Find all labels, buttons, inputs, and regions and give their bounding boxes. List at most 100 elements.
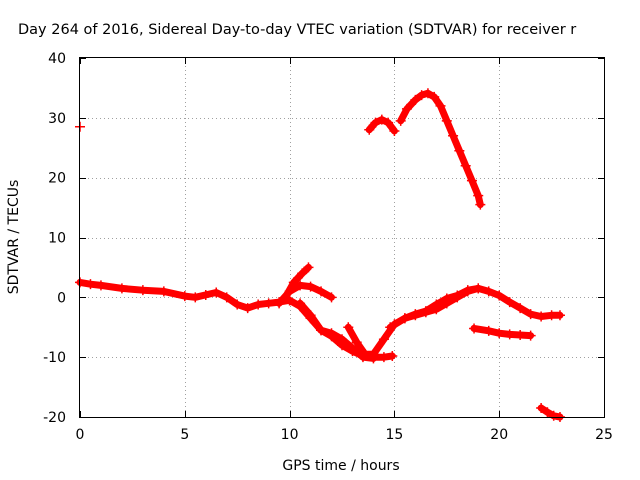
data-point: [385, 322, 396, 333]
data-point: [351, 337, 362, 348]
data-point: [85, 279, 96, 290]
data-point: [253, 299, 264, 310]
data-point: [305, 310, 316, 321]
data-point: [347, 343, 358, 354]
series-tail-22: [536, 403, 565, 422]
data-point: [542, 407, 553, 418]
data-point: [441, 298, 452, 309]
data-point: [460, 160, 471, 171]
data-point: [211, 287, 222, 298]
data-point: [504, 297, 515, 308]
data-point: [274, 298, 285, 309]
data-point: [337, 334, 347, 345]
x-tick-label: 5: [180, 427, 189, 443]
data-point: [360, 349, 371, 360]
data-point: [441, 115, 452, 126]
plot-frame: [79, 57, 605, 418]
x-tick-label: 20: [490, 427, 508, 443]
data-point: [158, 286, 169, 297]
data-point: [448, 130, 459, 141]
data-point: [295, 280, 306, 291]
series-recovery: [343, 283, 565, 360]
series-band: [281, 263, 312, 301]
data-point: [452, 292, 463, 303]
data-point: [504, 329, 515, 340]
data-point: [483, 286, 494, 297]
x-tick-label: 15: [385, 427, 403, 443]
data-point: [462, 286, 473, 297]
data-point: [305, 281, 316, 292]
series-band: [397, 89, 484, 209]
data-point: [378, 334, 389, 345]
data-point: [368, 349, 379, 360]
data-point: [416, 90, 427, 101]
data-point: [475, 199, 486, 210]
data-point: [483, 325, 494, 336]
data-point: [378, 352, 389, 363]
data-point: [364, 124, 375, 135]
data-point: [422, 88, 433, 99]
data-point: [525, 330, 536, 341]
data-point: [116, 283, 127, 294]
x-tick-label: 25: [595, 427, 613, 443]
data-point: [190, 292, 201, 303]
y-tick-label: -10: [43, 350, 66, 366]
data-point: [288, 277, 299, 288]
x-tick-label: 10: [281, 427, 299, 443]
data-point: [435, 100, 446, 111]
data-point: [326, 292, 337, 303]
data-point: [466, 175, 477, 186]
data-point: [284, 295, 295, 306]
data-point: [297, 268, 308, 279]
data-point: [263, 298, 274, 309]
y-tick-label: 30: [48, 111, 66, 127]
y-tick-label: 0: [57, 290, 66, 306]
data-point: [179, 291, 190, 302]
series-dip-20: [469, 323, 536, 341]
data-point: [316, 325, 327, 336]
y-axis-label: SDTVAR / TECUs: [6, 180, 22, 295]
data-point: [429, 91, 440, 102]
data-point: [95, 280, 106, 291]
data-point: [469, 323, 480, 334]
data-point: [515, 303, 526, 314]
data-point: [546, 310, 557, 321]
axis-ticks: 0 5 10 15 20 25 -20 -10 0 10 20 30 40: [43, 51, 613, 443]
data-point: [473, 283, 484, 294]
series-peak-10.9: [280, 262, 314, 303]
data-series: [75, 88, 565, 422]
data-point: [383, 117, 394, 128]
data-point: [316, 286, 327, 297]
y-tick-label: 20: [48, 171, 66, 187]
data-point: [343, 322, 354, 333]
data-point: [420, 307, 431, 318]
series-arc-peak-16.6: [395, 88, 486, 210]
data-point: [431, 304, 442, 315]
data-point: [536, 311, 547, 322]
data-point: [221, 292, 232, 303]
y-tick-label: 40: [48, 51, 66, 67]
grid: [80, 58, 604, 417]
data-point: [410, 94, 421, 105]
data-point: [536, 403, 547, 414]
data-point: [326, 328, 337, 339]
data-point: [554, 310, 565, 321]
data-point: [376, 114, 387, 125]
data-point: [242, 303, 253, 314]
data-point: [410, 310, 421, 321]
data-point: [494, 328, 505, 339]
data-point: [401, 103, 412, 114]
data-point: [473, 190, 484, 201]
data-point: [295, 298, 306, 309]
data-point: [200, 289, 211, 300]
data-point: [494, 290, 505, 301]
data-point: [515, 330, 526, 341]
data-point: [525, 309, 536, 320]
series-band-main-left: [75, 277, 295, 314]
chart-title: Day 264 of 2016, Sidereal Day-to-day VTE…: [18, 22, 576, 38]
data-point: [399, 313, 410, 324]
y-tick-label: 10: [48, 231, 66, 247]
data-point: [137, 285, 148, 296]
data-point: [370, 117, 381, 128]
